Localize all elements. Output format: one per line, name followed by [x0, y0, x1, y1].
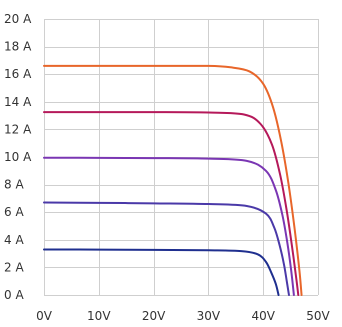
y-tick-label: 16 A [4, 67, 32, 81]
y-tick-label: 4 A [4, 233, 24, 247]
x-tick-label: 0V [36, 309, 53, 323]
x-tick-label: 30V [197, 309, 221, 323]
x-tick-label: 20V [142, 309, 166, 323]
series-line-4 [43, 111, 300, 296]
series-layer [43, 64, 303, 296]
y-tick-label: 2 A [4, 260, 24, 274]
y-tick-label: 14 A [4, 95, 32, 109]
y-tick-label: 18 A [4, 40, 32, 54]
x-tick-label: 50V [306, 309, 330, 323]
y-tick-label: 8 A [4, 178, 24, 192]
series-line-2 [43, 201, 290, 296]
series-line-3 [43, 156, 295, 296]
y-axis-tick-labels: 0 A 2 A 4 A 6 A 8 A 10 A 12 A 14 A 16 A 18 A 20 A [4, 12, 32, 302]
series-line-5 [43, 64, 303, 296]
y-tick-label: 10 A [4, 150, 32, 164]
series-line-1 [43, 248, 280, 296]
x-tick-label: 10V [87, 309, 111, 323]
x-tick-label: 40V [251, 309, 275, 323]
y-tick-label: 0 A [4, 288, 24, 302]
y-tick-label: 20 A [4, 12, 32, 26]
x-axis-tick-labels: 0V 10V 20V 30V 40V 50V [36, 309, 330, 323]
y-tick-label: 6 A [4, 205, 24, 219]
y-tick-label: 12 A [4, 122, 32, 136]
